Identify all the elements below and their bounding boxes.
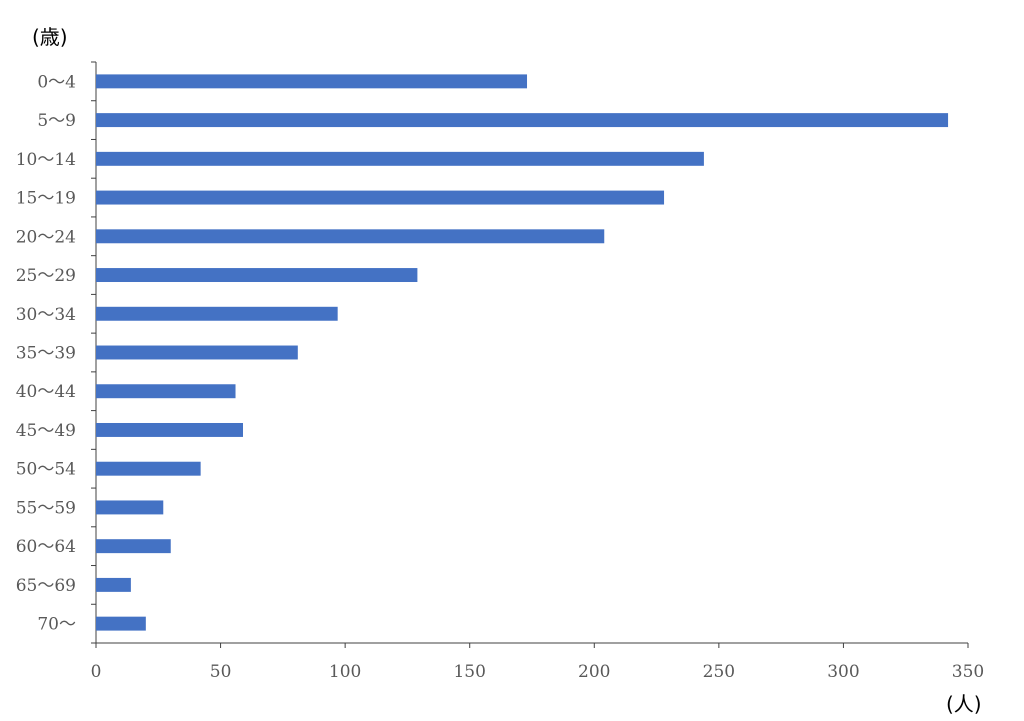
bar-3 [96, 190, 665, 205]
y-tick-label: 40〜44 [16, 382, 76, 402]
bar-8 [96, 384, 236, 399]
x-unit-label: (人) [946, 692, 982, 716]
y-tick-label: 5〜9 [37, 111, 76, 131]
bar-9 [96, 422, 243, 437]
x-tick-label: 150 [453, 662, 485, 682]
x-tick-label: 50 [210, 662, 232, 682]
x-tick-label: 300 [827, 662, 859, 682]
bar-10 [96, 461, 201, 476]
y-tick-label: 15〜19 [16, 189, 76, 209]
x-tick-label: 350 [952, 662, 984, 682]
y-tick-label: 60〜64 [16, 537, 76, 557]
bar-1 [96, 113, 949, 128]
bar-11 [96, 500, 164, 515]
bar-4 [96, 229, 605, 244]
y-tick-label: 45〜49 [16, 421, 76, 441]
bars [96, 74, 949, 631]
y-tick-labels: 0〜4 5〜9 10〜14 15〜19 20〜24 25〜29 30〜34 35〜39 40〜4… [16, 72, 76, 634]
x-tick-label: 250 [703, 662, 735, 682]
bar-12 [96, 539, 171, 554]
bar-0 [96, 74, 528, 89]
bar-7 [96, 345, 298, 360]
bar-14 [96, 616, 146, 631]
x-tick-label: 100 [329, 662, 361, 682]
x-tick-label: 0 [91, 662, 102, 682]
y-tick-label: 25〜29 [16, 266, 76, 286]
y-tick-label: 30〜34 [16, 305, 76, 325]
bar-2 [96, 151, 704, 166]
y-tick-label: 65〜69 [16, 576, 76, 596]
bar-13 [96, 577, 131, 592]
y-tick-label: 35〜39 [16, 344, 76, 364]
y-tick-label: 10〜14 [16, 150, 76, 170]
bar-6 [96, 306, 338, 321]
x-tick-label: 200 [578, 662, 610, 682]
y-tick-label: 55〜59 [16, 498, 76, 518]
y-unit-label: (歳) [32, 25, 68, 49]
y-tick-label: 70〜 [37, 615, 76, 635]
y-tick-label: 50〜54 [16, 460, 76, 480]
x-tick-labels: 0 50 100 150 200 250 300 350 [91, 662, 985, 682]
y-tick-label: 0〜4 [37, 72, 76, 92]
bar-5 [96, 268, 418, 283]
y-tick-label: 20〜24 [16, 227, 76, 247]
